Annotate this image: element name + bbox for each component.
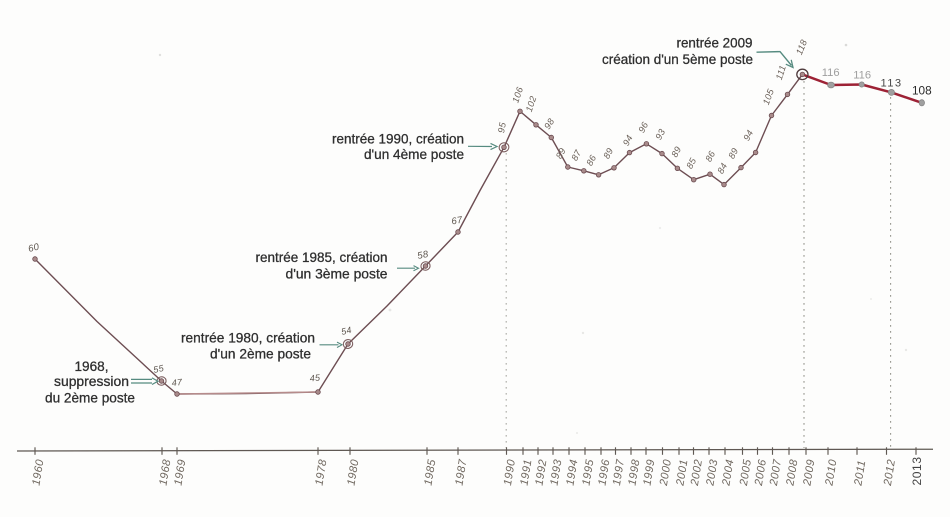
svg-text:d'un 4ème poste: d'un 4ème poste bbox=[364, 147, 464, 162]
svg-text:1969: 1969 bbox=[173, 458, 189, 486]
svg-text:rentrée 2009: rentrée 2009 bbox=[677, 36, 753, 51]
svg-text:rentrée 1980, création: rentrée 1980, création bbox=[181, 331, 315, 346]
svg-text:116: 116 bbox=[853, 70, 871, 82]
svg-text:1968: 1968 bbox=[158, 458, 174, 486]
svg-text:108: 108 bbox=[912, 83, 932, 97]
svg-text:2003: 2003 bbox=[704, 458, 720, 487]
svg-text:1996: 1996 bbox=[597, 458, 613, 486]
svg-text:1960: 1960 bbox=[31, 458, 47, 486]
svg-text:2002: 2002 bbox=[689, 458, 705, 487]
svg-text:96: 96 bbox=[636, 120, 650, 135]
svg-text:89: 89 bbox=[669, 145, 683, 159]
svg-text:1997: 1997 bbox=[611, 458, 627, 486]
svg-text:2001: 2001 bbox=[674, 458, 690, 487]
svg-text:du 2ème poste: du 2ème poste bbox=[45, 391, 135, 406]
svg-text:2013: 2013 bbox=[910, 456, 924, 485]
svg-text:1994: 1994 bbox=[565, 458, 581, 486]
svg-text:1995: 1995 bbox=[581, 458, 597, 486]
svg-text:1978: 1978 bbox=[314, 458, 330, 486]
svg-text:94: 94 bbox=[741, 128, 755, 142]
svg-text:47: 47 bbox=[171, 377, 183, 388]
svg-text:d'un 2ème poste: d'un 2ème poste bbox=[210, 347, 311, 362]
svg-text:113: 113 bbox=[880, 78, 902, 90]
svg-text:89: 89 bbox=[554, 146, 568, 160]
svg-text:94: 94 bbox=[621, 133, 635, 147]
svg-text:1991: 1991 bbox=[519, 458, 535, 486]
svg-text:2009: 2009 bbox=[801, 458, 817, 487]
svg-text:1993: 1993 bbox=[549, 458, 565, 486]
svg-text:89: 89 bbox=[601, 146, 615, 160]
svg-text:2007: 2007 bbox=[768, 458, 784, 487]
svg-text:116: 116 bbox=[822, 67, 840, 79]
svg-text:1980: 1980 bbox=[346, 458, 362, 486]
svg-text:93: 93 bbox=[653, 127, 667, 142]
svg-text:86: 86 bbox=[703, 149, 717, 164]
svg-text:rentrée 1990, création: rentrée 1990, création bbox=[332, 132, 464, 147]
svg-text:rentrée 1985, création: rentrée 1985, création bbox=[256, 250, 388, 265]
svg-text:création d'un 5ème poste: création d'un 5ème poste bbox=[602, 52, 753, 67]
svg-text:1968,: 1968, bbox=[74, 359, 108, 374]
svg-text:55: 55 bbox=[152, 363, 165, 375]
svg-text:1999: 1999 bbox=[642, 458, 658, 486]
svg-text:54: 54 bbox=[340, 325, 353, 337]
svg-text:95: 95 bbox=[496, 121, 508, 134]
svg-text:60: 60 bbox=[27, 241, 41, 254]
svg-text:2000: 2000 bbox=[658, 458, 674, 487]
svg-text:86: 86 bbox=[584, 153, 598, 168]
svg-text:2011: 2011 bbox=[852, 459, 868, 487]
svg-text:102: 102 bbox=[524, 95, 539, 114]
svg-text:87: 87 bbox=[569, 148, 583, 163]
svg-text:suppression: suppression bbox=[54, 374, 129, 389]
svg-text:45: 45 bbox=[309, 372, 321, 383]
svg-text:84: 84 bbox=[715, 161, 729, 175]
svg-text:2012: 2012 bbox=[882, 458, 898, 487]
svg-text:1987: 1987 bbox=[454, 458, 470, 486]
svg-text:2010: 2010 bbox=[823, 458, 839, 487]
svg-text:58: 58 bbox=[416, 249, 430, 262]
svg-text:89: 89 bbox=[726, 146, 740, 160]
svg-text:111: 111 bbox=[774, 64, 788, 81]
svg-text:2005: 2005 bbox=[738, 458, 754, 487]
svg-text:2008: 2008 bbox=[784, 458, 800, 487]
svg-text:85: 85 bbox=[684, 156, 698, 171]
svg-text:1990: 1990 bbox=[502, 458, 518, 486]
svg-text:2004: 2004 bbox=[720, 458, 736, 487]
svg-text:1985: 1985 bbox=[423, 458, 439, 486]
svg-text:d'un 3ème poste: d'un 3ème poste bbox=[286, 267, 388, 282]
svg-text:67: 67 bbox=[451, 215, 464, 228]
svg-text:2006: 2006 bbox=[753, 458, 769, 487]
svg-text:1992: 1992 bbox=[534, 458, 550, 486]
svg-text:1998: 1998 bbox=[627, 458, 643, 486]
